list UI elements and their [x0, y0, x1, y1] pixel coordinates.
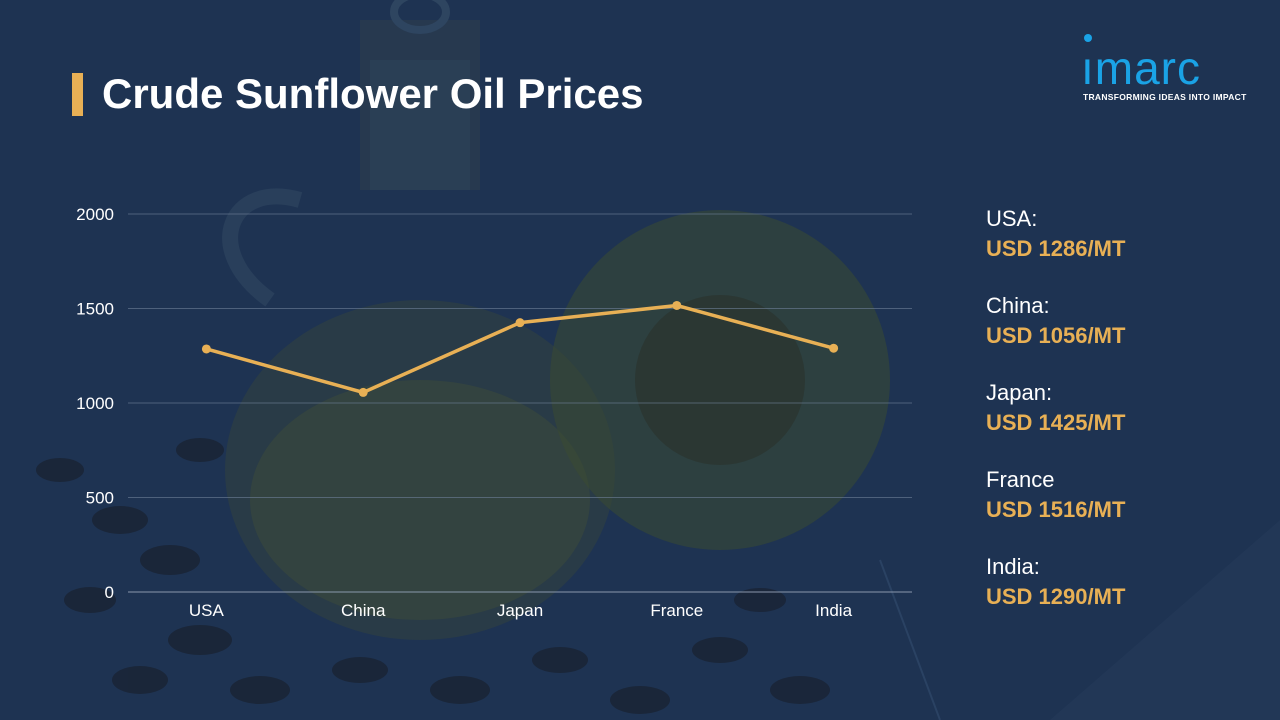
price-list: USA: USD 1286/MT China: USD 1056/MT Japa… — [986, 204, 1246, 639]
x-tick-label: USA — [189, 601, 225, 620]
x-tick-label: Japan — [497, 601, 543, 620]
data-point — [829, 343, 839, 353]
data-point — [672, 300, 682, 310]
y-tick-label: 2000 — [76, 205, 114, 224]
price-item-india: India: USD 1290/MT — [986, 552, 1246, 639]
price-country: France — [986, 467, 1055, 492]
price-value: USD 1286/MT — [986, 236, 1126, 261]
data-point — [515, 318, 525, 328]
price-value: USD 1516/MT — [986, 497, 1126, 522]
price-item-usa: USA: USD 1286/MT — [986, 204, 1246, 291]
logo-tagline: TRANSFORMING IDEAS INTO IMPACT — [1083, 92, 1247, 102]
price-country: USA: — [986, 206, 1038, 231]
price-item-china: China: USD 1056/MT — [986, 291, 1246, 378]
price-item-japan: Japan: USD 1425/MT — [986, 378, 1246, 465]
price-country: Japan: — [986, 380, 1053, 405]
logo-wordmark: ımarc — [1081, 42, 1201, 94]
x-tick-label: France — [650, 601, 703, 620]
data-point — [201, 344, 211, 354]
x-tick-label: India — [815, 601, 852, 620]
price-country: China: — [986, 293, 1050, 318]
price-value: USD 1425/MT — [986, 410, 1126, 435]
data-point — [358, 387, 368, 397]
price-value: USD 1056/MT — [986, 323, 1126, 348]
y-tick-label: 1500 — [76, 300, 114, 319]
title-accent-bar — [72, 73, 83, 116]
y-tick-label: 500 — [86, 489, 114, 508]
price-value: USD 1290/MT — [986, 584, 1126, 609]
price-item-france: France USD 1516/MT — [986, 465, 1246, 552]
y-tick-label: 1000 — [76, 394, 114, 413]
price-country: India: — [986, 554, 1040, 579]
logo-dot-icon — [1084, 34, 1092, 42]
page-title: Crude Sunflower Oil Prices — [102, 70, 644, 117]
imarc-logo: ımarc TRANSFORMING IDEAS INTO IMPACT — [1080, 34, 1250, 104]
y-tick-label: 0 — [105, 583, 114, 602]
x-tick-label: China — [341, 601, 386, 620]
